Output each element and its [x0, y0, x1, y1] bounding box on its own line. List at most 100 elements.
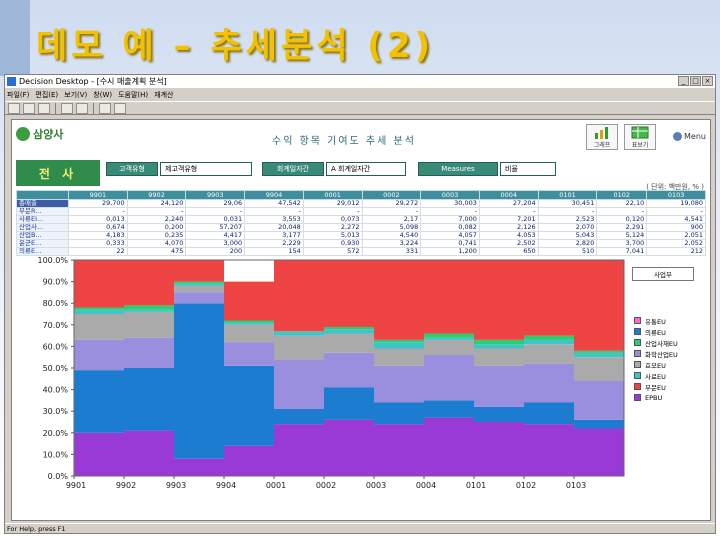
open-icon[interactable] — [23, 102, 35, 114]
slide-accent-bar — [0, 0, 30, 76]
x-tick-label: 0001 — [266, 481, 286, 490]
legend-swatch — [634, 317, 641, 324]
window-title: Decision Desktop - [수시 매출계획 분석] — [19, 77, 167, 86]
maximize-button[interactable]: □ — [690, 76, 701, 86]
table-cell: 27,204 — [478, 199, 539, 208]
legend-label: 유통EU — [645, 317, 666, 326]
chart-icon[interactable] — [99, 102, 111, 114]
x-tick-label: 0101 — [466, 481, 486, 490]
chart-view-label: 그래프 — [593, 141, 611, 149]
menu-edit[interactable]: 편집(E) — [35, 90, 59, 99]
x-tick-label: 0003 — [366, 481, 386, 490]
table-icon — [631, 126, 649, 138]
slide-title: 데모 예 – 추세분석 (2) — [36, 26, 435, 66]
series-area — [74, 303, 624, 459]
legend-item: 의류EU — [634, 326, 708, 337]
status-bar: For Help, press F1 — [5, 523, 715, 533]
x-tick-label: 9903 — [166, 481, 186, 490]
close-button[interactable]: × — [702, 76, 713, 86]
table-cell: 19,080 — [646, 199, 706, 208]
menu-recalculate[interactable]: 재계산 — [154, 90, 174, 99]
toolbar-separator — [55, 102, 56, 114]
print-icon[interactable] — [61, 102, 73, 114]
page-heading: 수익 항목 기여도 추세 분석 — [272, 136, 416, 147]
legend-swatch — [634, 350, 641, 357]
menubar: 파일(F) 편집(E) 보기(V) 창(W) 도움말(H) 재계산 — [5, 89, 715, 100]
legend-swatch — [634, 372, 641, 379]
bar-chart-icon — [595, 126, 608, 139]
table-row: 의류E... 22 475 200 154 572 331 1,200 650 510 7,041 2… — [16, 247, 706, 256]
table-cell: 29,012 — [302, 199, 363, 208]
table-cell: 30,003 — [420, 199, 480, 208]
filter-customer-type-select[interactable]: 제고객유형 — [160, 162, 252, 176]
table-view-button[interactable]: 표보기 — [624, 124, 656, 150]
x-tick-label: 9904 — [216, 481, 236, 490]
plot-frame — [73, 259, 625, 477]
preview-icon[interactable] — [76, 102, 88, 114]
table-body: 총매출 29,700 24,120 29,06 47,542 29,012 29,272 30… — [16, 199, 706, 256]
legend-label: EPBU — [645, 393, 663, 402]
legend-label: 의류EU — [645, 328, 666, 337]
table-icon[interactable] — [114, 102, 126, 114]
table-cell: 29,06 — [185, 199, 246, 208]
y-tick-label: 70.0% — [43, 321, 69, 330]
table-row: 총매출 29,700 24,120 29,06 47,542 29,012 29,272 30… — [16, 199, 706, 208]
menu-view[interactable]: 보기(V) — [64, 90, 88, 99]
legend-swatch — [634, 394, 641, 401]
table-cell: 29,700 — [68, 199, 128, 208]
chart-view-button[interactable]: 그래프 — [586, 124, 618, 150]
filter-period-select[interactable]: A 회계일자간 — [326, 162, 406, 176]
y-tick-label: 30.0% — [43, 407, 69, 416]
y-tick-label: 80.0% — [43, 299, 69, 308]
toolbar-separator — [93, 102, 94, 114]
filter-label-measures: Measures — [418, 162, 498, 176]
y-tick-label: 10.0% — [43, 450, 69, 459]
legend-label: 효모EU — [645, 361, 666, 370]
window-titlebar[interactable]: Decision Desktop - [수시 매출계획 분석] _ □ × — [5, 75, 715, 88]
y-tick-label: 0.0% — [48, 472, 69, 481]
save-icon[interactable] — [38, 102, 50, 114]
logo-mark-icon — [16, 127, 30, 141]
application-window: Decision Desktop - [수시 매출계획 분석] _ □ × 파일… — [4, 74, 716, 534]
minimize-button[interactable]: _ — [678, 76, 689, 86]
legend-item: 유통EU — [634, 315, 708, 326]
table-header-row: 9901 9902 9903 9904 0001 0002 0003 0004 … — [16, 190, 706, 200]
table-cell: 47,542 — [244, 199, 304, 208]
menu-help[interactable]: 도움말(H) — [118, 90, 149, 99]
x-tick-label: 0004 — [416, 481, 436, 490]
legend-item: 사료EU — [634, 370, 708, 381]
filter-label-customer-type: 고객유형 — [106, 162, 158, 176]
legend-item: EPBU — [634, 392, 708, 403]
legend-label: 부문EU — [645, 383, 666, 392]
company-logo: 삼양사 — [16, 126, 63, 142]
table-cell: 7,041 — [596, 247, 648, 256]
table-cell: 30,451 — [537, 199, 598, 208]
legend-swatch — [634, 383, 641, 390]
stacked-area-chart: 0.0% 10.0% 20.0% 30.0% 40.0% 50.0% 60.0% 70.0% 8… — [12, 252, 712, 520]
filter-measures-select[interactable]: 비율 — [500, 162, 556, 176]
filter-label-period: 회계일자간 — [262, 162, 324, 176]
legend-item: 화학산업EU — [634, 348, 708, 359]
legend-item: 효모EU — [634, 359, 708, 370]
series-area — [74, 292, 624, 420]
table-cell: 22,10 — [596, 199, 648, 208]
menu-button[interactable]: Menu — [673, 132, 706, 141]
menu-button-label: Menu — [684, 132, 706, 141]
status-text: For Help, press F1 — [7, 524, 66, 533]
logo-text: 삼양사 — [33, 128, 64, 141]
legend-item: 산업사재EU — [634, 337, 708, 348]
menu-file[interactable]: 파일(F) — [7, 90, 30, 99]
new-icon[interactable] — [8, 102, 20, 114]
x-tick-label: 0102 — [516, 481, 536, 490]
x-tick-label: 9902 — [116, 481, 136, 490]
unit-note: ( 단위: 백만원, % ) — [646, 183, 704, 191]
legend-title[interactable]: 사업부 — [632, 267, 694, 281]
table-cell: 212 — [646, 247, 706, 256]
y-tick-label: 40.0% — [43, 386, 69, 395]
legend-label: 화학산업EU — [645, 350, 678, 359]
row-label-cell[interactable]: 의류E... — [16, 247, 69, 256]
analysis-panel: 삼양사 수익 항목 기여도 추세 분석 그래프 표보기 Menu 전 사 고객유… — [11, 119, 711, 521]
table-cell: 24,120 — [126, 199, 187, 208]
menu-window[interactable]: 창(W) — [93, 90, 113, 99]
legend-swatch — [634, 339, 641, 346]
